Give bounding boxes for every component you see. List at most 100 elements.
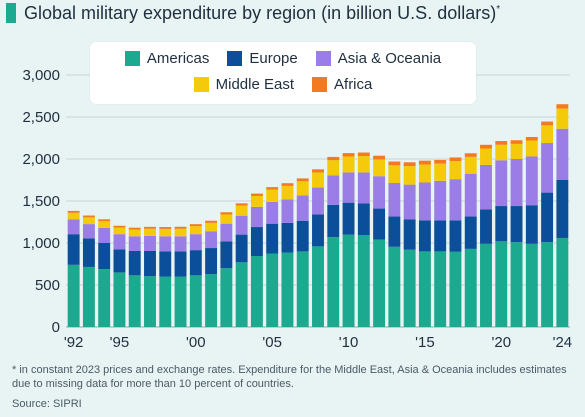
bar-europe-1992 <box>67 234 80 265</box>
bar-europe-2016 <box>434 220 447 252</box>
bar-europe-1994 <box>98 243 111 270</box>
bar-asia-oceania-2022 <box>525 156 538 206</box>
bar-middle-east-2009 <box>327 160 340 176</box>
legend-item-americas: Americas <box>124 50 209 67</box>
chart-area: 0 500 1,000 1,500 2,000 2,500 3,000 '92 '95 '00 '0… <box>0 30 585 355</box>
bar-asia-oceania-2021 <box>510 159 523 207</box>
bar-europe-1995 <box>113 249 126 273</box>
bar-americas-1994 <box>98 269 111 327</box>
legend-swatch-africa <box>312 77 328 92</box>
bar-middle-east-1998 <box>159 228 172 237</box>
bar-americas-1996 <box>128 275 141 327</box>
bar-africa-2021 <box>510 140 523 144</box>
bar-middle-east-2006 <box>281 185 294 200</box>
legend-swatch-americas <box>124 51 140 66</box>
footnote: * in constant 2023 prices and exchange r… <box>12 364 567 390</box>
x-tick-label-2024: '24 <box>553 334 573 351</box>
y-tick-label-2500: 2,500 <box>22 109 60 126</box>
legend-swatch-middle-east <box>193 77 209 92</box>
legend-item-asia-oceania: Asia & Oceania <box>315 50 441 67</box>
bar-americas-2015 <box>418 251 431 327</box>
bar-africa-1997 <box>144 226 156 229</box>
bar-middle-east-1999 <box>174 228 187 237</box>
bar-africa-1994 <box>98 219 111 222</box>
bar-africa-2002 <box>220 212 233 215</box>
bar-europe-2015 <box>418 220 431 252</box>
bar-asia-oceania-1993 <box>82 224 95 239</box>
bar-americas-1993 <box>82 266 95 327</box>
bar-middle-east-1993 <box>82 217 95 225</box>
bar-americas-2002 <box>220 268 233 327</box>
legend: Americas Europe Asia & Oceania Middle Ea… <box>90 42 476 104</box>
bar-africa-2012 <box>373 155 386 160</box>
bar-asia-oceania-2014 <box>403 184 416 220</box>
bar-americas-2021 <box>510 242 523 327</box>
y-tick-label-2000: 2,000 <box>22 151 60 168</box>
bar-middle-east-2022 <box>525 140 538 157</box>
bar-africa-2019 <box>480 144 492 149</box>
bar-europe-2023 <box>541 192 554 243</box>
bar-americas-2006 <box>281 252 294 327</box>
bar-europe-2012 <box>373 208 386 240</box>
bar-asia-oceania-2020 <box>495 160 508 207</box>
bar-middle-east-2010 <box>342 156 355 173</box>
bar-asia-oceania-2024 <box>556 128 569 180</box>
bar-europe-2003 <box>235 234 248 263</box>
y-tick-label-3000: 3,000 <box>22 67 60 84</box>
y-tick-label-500: 500 <box>35 277 60 294</box>
bar-americas-2012 <box>373 239 386 327</box>
bar-asia-oceania-1995 <box>113 234 126 250</box>
legend-item-europe: Europe <box>227 50 298 67</box>
bar-asia-oceania-1994 <box>98 227 111 243</box>
bar-middle-east-1994 <box>98 221 111 228</box>
bar-asia-oceania-2013 <box>388 182 401 217</box>
bar-asia-oceania-2019 <box>480 164 492 210</box>
y-tick-label-1500: 1,500 <box>22 193 60 210</box>
bar-asia-oceania-2010 <box>342 172 355 203</box>
bar-middle-east-2024 <box>556 108 569 129</box>
bar-europe-1998 <box>159 251 172 277</box>
bar-asia-oceania-2012 <box>373 176 386 209</box>
bar-asia-oceania-2011 <box>357 172 370 204</box>
bar-europe-2022 <box>525 205 538 244</box>
bar-africa-2010 <box>342 153 355 157</box>
bar-middle-east-1997 <box>144 228 156 236</box>
bar-americas-2000 <box>189 275 202 327</box>
bar-europe-2020 <box>495 206 508 242</box>
bar-americas-2010 <box>342 234 355 327</box>
legend-label-europe: Europe <box>249 50 298 67</box>
bar-europe-2019 <box>480 209 492 244</box>
bar-americas-2003 <box>235 262 248 327</box>
bar-asia-oceania-1997 <box>144 235 156 251</box>
bar-europe-2013 <box>388 216 401 247</box>
legend-swatch-europe <box>227 51 243 66</box>
bar-africa-2018 <box>464 153 477 157</box>
legend-row-1: Americas Europe Asia & Oceania <box>90 50 476 67</box>
legend-label-africa: Africa <box>334 76 373 93</box>
chart-title: Global military expenditure by region (i… <box>24 3 500 24</box>
x-tick-label-2000: '00 <box>186 334 206 351</box>
bar-africa-2007 <box>296 178 309 182</box>
bar-asia-oceania-2007 <box>296 195 309 221</box>
bar-asia-oceania-2006 <box>281 199 294 223</box>
bar-africa-1996 <box>128 227 141 230</box>
bar-asia-oceania-1999 <box>174 236 187 252</box>
bar-africa-2003 <box>235 203 248 206</box>
bar-europe-1999 <box>174 251 187 277</box>
bar-middle-east-2004 <box>250 195 263 207</box>
bar-americas-2008 <box>312 246 324 327</box>
bar-europe-2011 <box>357 203 370 236</box>
bar-asia-oceania-1998 <box>159 236 172 252</box>
bar-americas-1992 <box>67 264 80 327</box>
chart-title-text: Global military expenditure by region (i… <box>24 2 497 23</box>
bar-americas-2020 <box>495 241 508 327</box>
bar-americas-2013 <box>388 246 401 327</box>
bar-asia-oceania-2015 <box>418 182 431 221</box>
bar-asia-oceania-2003 <box>235 215 248 235</box>
bar-americas-1995 <box>113 272 126 327</box>
source-credit: Source: SIPRI <box>12 398 82 410</box>
bar-africa-2024 <box>556 104 569 109</box>
bar-americas-2016 <box>434 251 447 327</box>
bar-americas-2017 <box>449 251 462 327</box>
bar-middle-east-2021 <box>510 143 523 159</box>
